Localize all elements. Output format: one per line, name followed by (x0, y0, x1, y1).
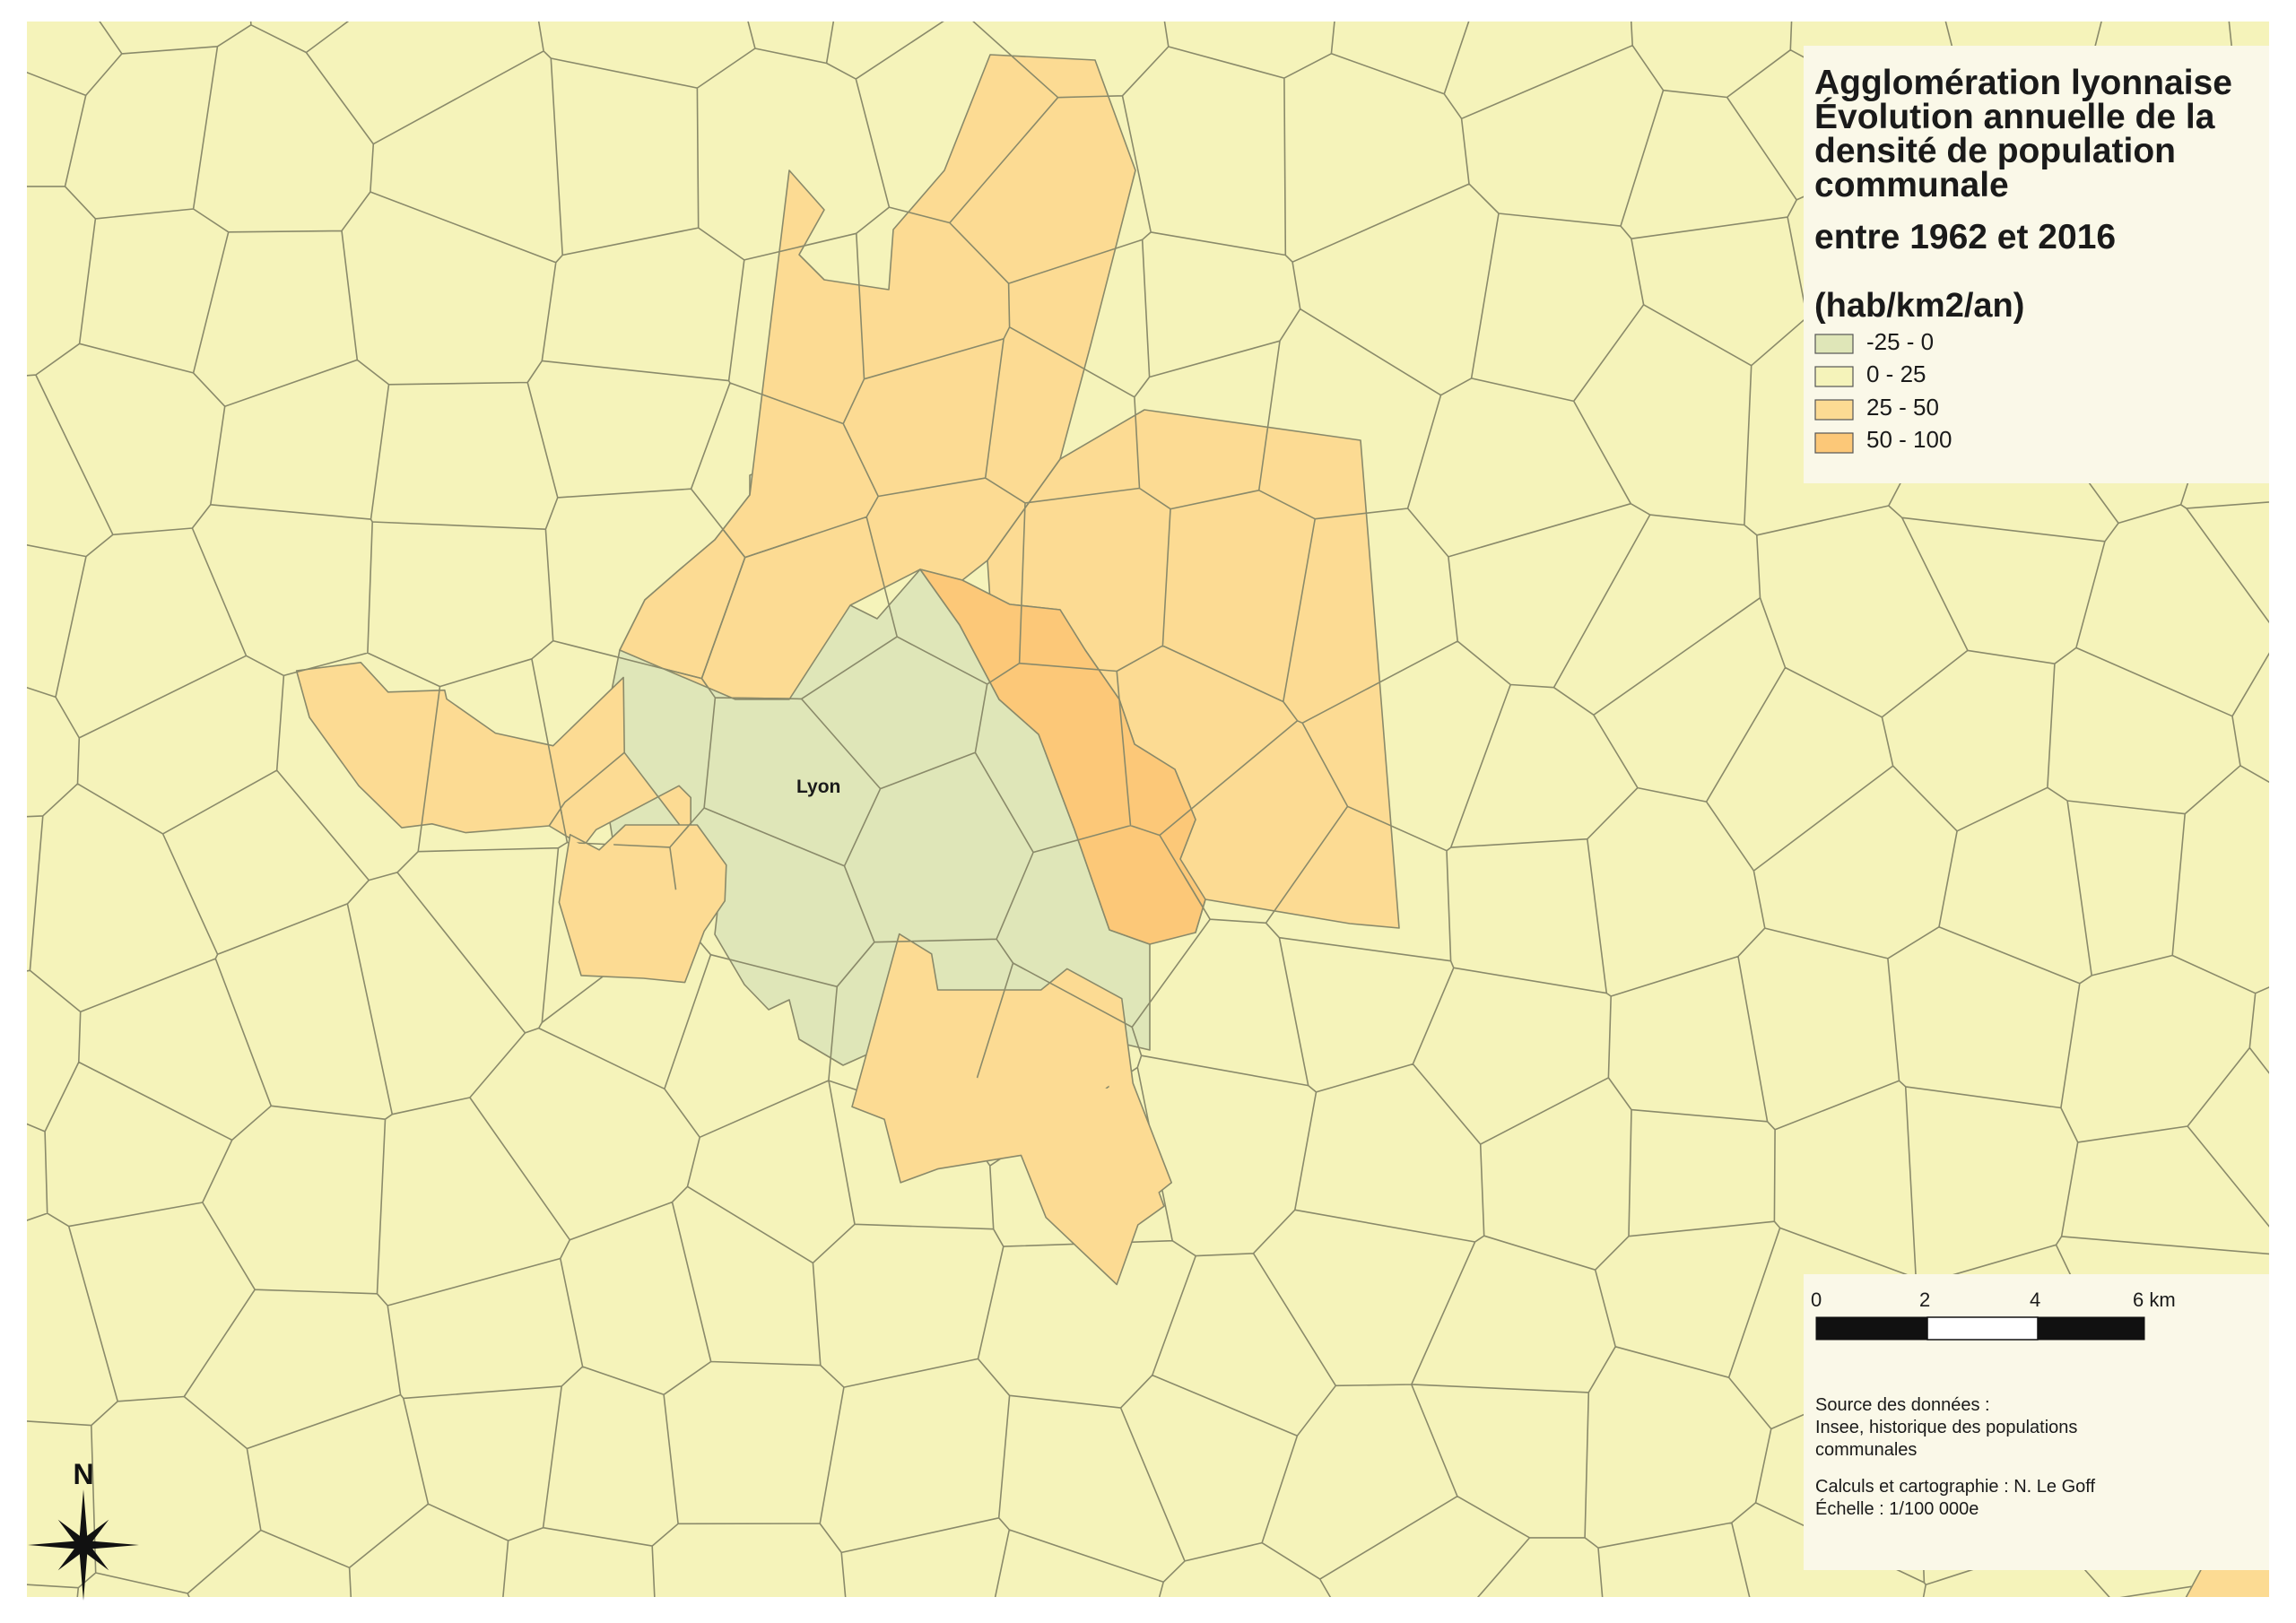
svg-text:communales: communales (1815, 1440, 1917, 1460)
svg-text:2: 2 (1919, 1289, 1930, 1311)
svg-text:Calculs et cartographie : N. L: Calculs et cartographie : N. Le Goff (1815, 1477, 2095, 1497)
svg-text:densité de population: densité de population (1814, 132, 2176, 170)
svg-text:0: 0 (1811, 1289, 1822, 1311)
svg-text:50 - 100: 50 - 100 (1866, 426, 1952, 453)
svg-text:(hab/km2/an): (hab/km2/an) (1814, 287, 2024, 325)
svg-text:Source des données :: Source des données : (1815, 1395, 1990, 1415)
svg-text:6 km: 6 km (2133, 1289, 2176, 1311)
svg-text:4: 4 (2030, 1289, 2040, 1311)
svg-text:communale: communale (1814, 166, 2009, 204)
svg-text:entre 1962 et 2016: entre 1962 et 2016 (1814, 218, 2116, 256)
svg-text:Insee, historique des populati: Insee, historique des populations (1815, 1418, 2077, 1437)
svg-text:25 - 50: 25 - 50 (1866, 394, 1939, 421)
svg-text:Agglomération lyonnaise: Agglomération lyonnaise (1814, 64, 2232, 102)
svg-text:0 - 25: 0 - 25 (1866, 360, 1926, 387)
svg-text:-25 - 0: -25 - 0 (1866, 328, 1934, 355)
svg-text:Échelle : 1/100 000e: Échelle : 1/100 000e (1815, 1498, 1979, 1519)
svg-text:N: N (73, 1458, 93, 1490)
svg-text:Évolution annuelle de la: Évolution annuelle de la (1814, 97, 2215, 136)
svg-text:Lyon: Lyon (796, 777, 840, 797)
